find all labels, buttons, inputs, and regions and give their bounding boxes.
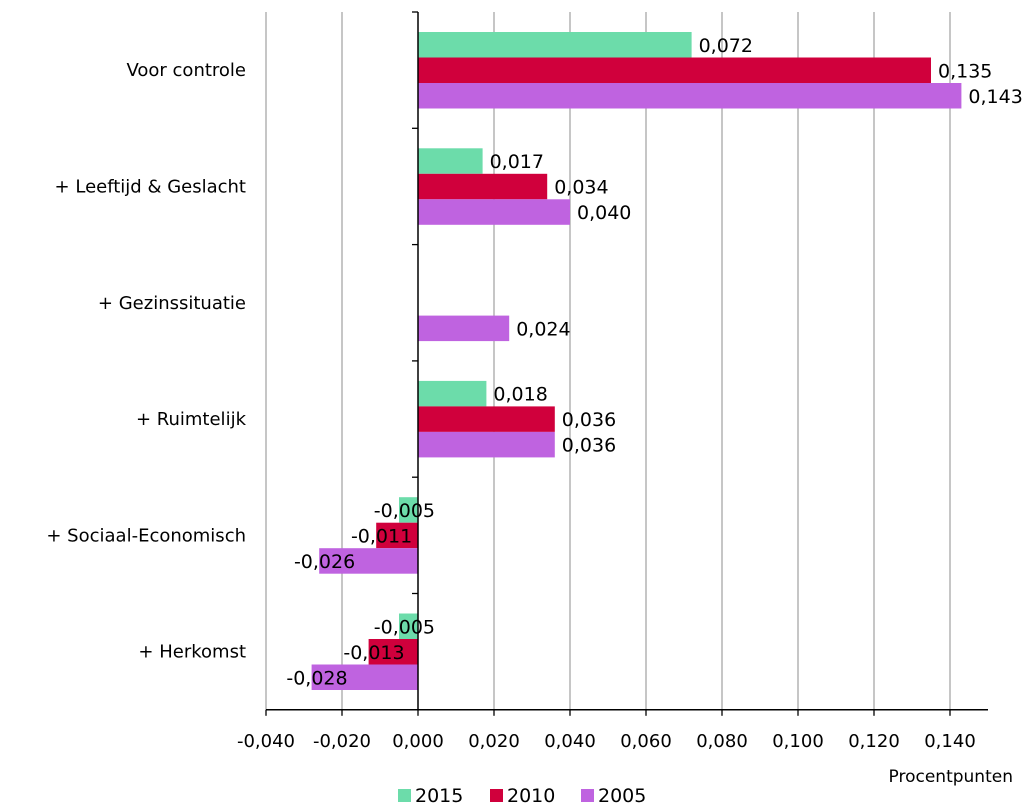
bar-2010 xyxy=(418,406,555,432)
value-label: 0,024 xyxy=(516,318,570,340)
value-label: 0,036 xyxy=(562,409,616,431)
x-tick-label: 0,080 xyxy=(696,731,748,752)
x-tick-label: -0,020 xyxy=(313,731,371,752)
value-label: -0,013 xyxy=(343,642,404,664)
bar-2015 xyxy=(399,613,418,639)
bar-2015 xyxy=(399,497,418,523)
legend-swatch-2005 xyxy=(581,789,594,802)
x-tick-label: 0,000 xyxy=(392,731,444,752)
bar-2010 xyxy=(376,522,418,549)
value-label: 0,040 xyxy=(577,202,631,224)
bar-2005 xyxy=(311,664,418,690)
value-label: 0,036 xyxy=(562,435,616,457)
value-label: -0,005 xyxy=(374,500,435,522)
category-label: + Herkomst xyxy=(138,642,246,663)
bar-2015 xyxy=(418,380,487,407)
category-label: Voor controle xyxy=(126,60,246,81)
value-label: 0,018 xyxy=(493,384,547,406)
value-label: -0,005 xyxy=(374,616,435,638)
bar-2010 xyxy=(418,57,931,83)
category-label: + Sociaal-Economisch xyxy=(46,525,246,546)
x-tick-label: 0,020 xyxy=(468,731,520,752)
category-label: + Gezinssituatie xyxy=(98,293,246,314)
legend: 2015 2010 2005 xyxy=(398,785,646,807)
x-tick-label: 0,040 xyxy=(544,731,596,752)
bar-2015 xyxy=(418,148,483,174)
value-labels: 0,072 0,017 0,018 -0,005 -0,005 0,135 0,034 0,0… xyxy=(286,35,1022,690)
value-label: 0,135 xyxy=(938,60,992,82)
value-label: 0,143 xyxy=(968,86,1022,108)
x-tick-label: 0,140 xyxy=(924,731,976,752)
bar-2005 xyxy=(418,315,510,342)
legend-label: 2015 xyxy=(415,785,463,807)
bar-2005 xyxy=(418,199,570,225)
value-label: -0,026 xyxy=(294,551,355,573)
x-tick-labels: -0,040 -0,020 0,000 0,020 0,040 0,060 0,080 0,1… xyxy=(237,731,976,752)
x-axis-title: Procentpunten xyxy=(889,767,1013,787)
x-tick-label: 0,060 xyxy=(620,731,672,752)
value-label: -0,028 xyxy=(286,667,347,689)
x-tick-label: -0,040 xyxy=(237,731,295,752)
value-label: 0,072 xyxy=(699,35,753,57)
axes xyxy=(265,11,988,716)
category-labels: Voor controle + Leeftijd & Geslacht + Gezi… xyxy=(46,60,246,663)
bar-2015 xyxy=(418,32,692,58)
x-tick-label: 0,100 xyxy=(772,731,824,752)
bars xyxy=(311,32,962,690)
category-label: + Ruimtelijk xyxy=(136,409,247,430)
bar-2010 xyxy=(418,173,548,200)
legend-label: 2005 xyxy=(598,785,646,807)
bar-2005 xyxy=(418,83,962,109)
gridlines xyxy=(265,12,951,710)
legend-swatch-2010 xyxy=(490,789,503,802)
value-label: 0,017 xyxy=(490,151,544,173)
bar-2005 xyxy=(418,431,555,458)
value-label: 0,034 xyxy=(554,177,608,199)
bar-2005 xyxy=(319,548,418,574)
bar-2010 xyxy=(368,639,418,665)
category-label: + Leeftijd & Geslacht xyxy=(55,176,246,197)
value-label: -0,011 xyxy=(351,525,412,547)
x-tick-label: 0,120 xyxy=(848,731,900,752)
legend-label: 2010 xyxy=(507,785,555,807)
legend-swatch-2015 xyxy=(398,789,411,802)
